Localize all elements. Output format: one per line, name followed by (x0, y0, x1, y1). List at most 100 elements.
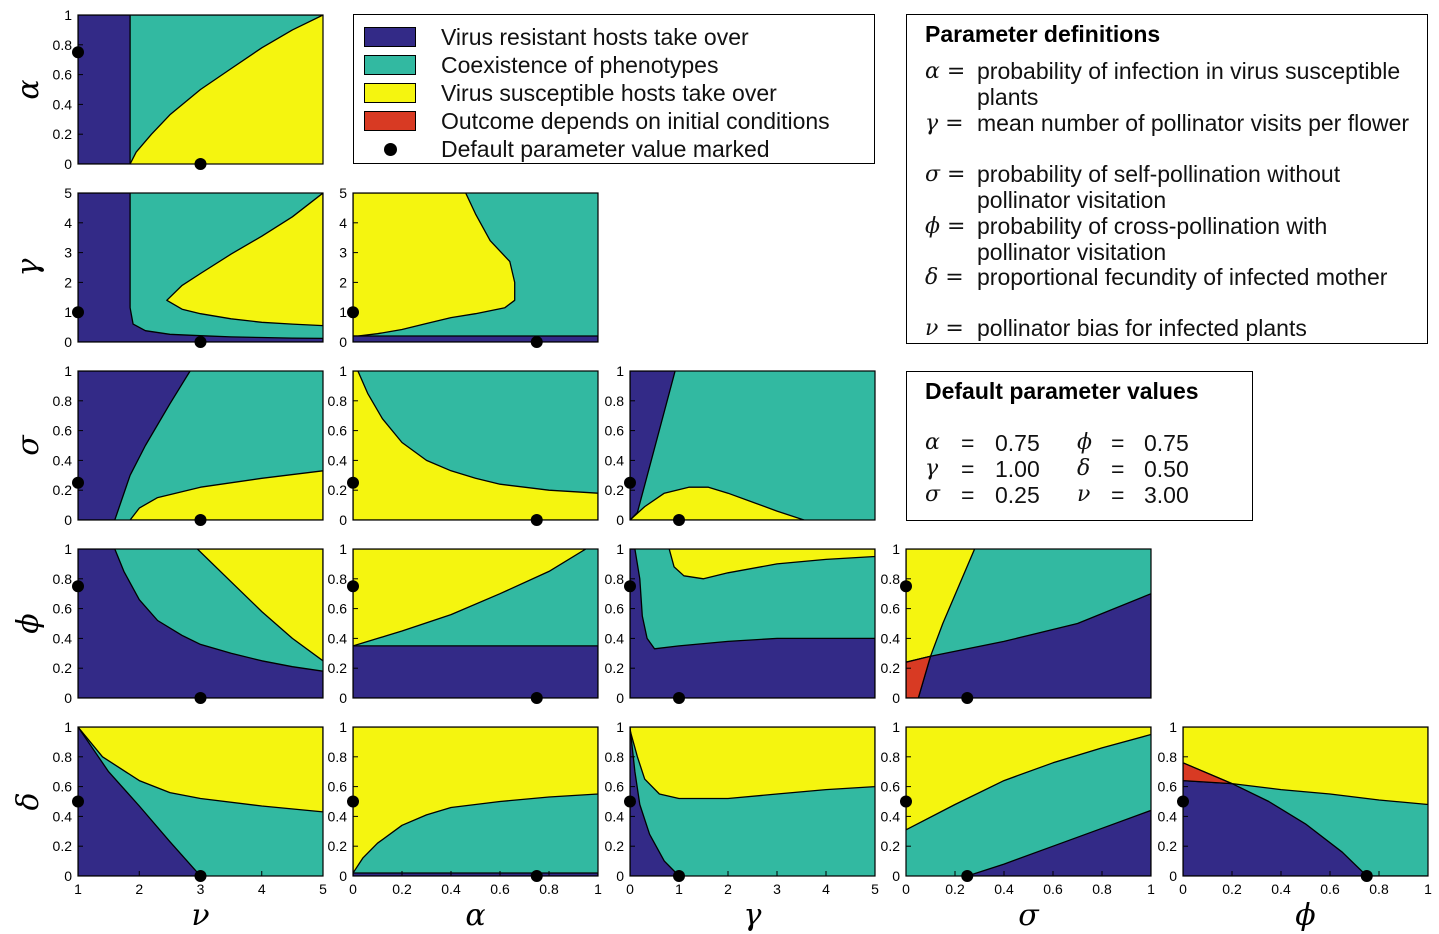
y-axis-label-alpha: α (11, 79, 46, 99)
x-axis-label-phi: ϕ (1295, 898, 1315, 933)
x-tick-label: 0.8 (539, 881, 559, 897)
region-resistant (78, 727, 202, 876)
x-tick-label: 0 (626, 881, 634, 897)
y-tick-label: 0.4 (53, 630, 73, 646)
y-tick-label: 0.8 (328, 571, 348, 587)
default-marker-y (900, 795, 912, 808)
definition-symbol: δ = (925, 265, 964, 290)
panel-delta-vs-gamma: 0 0.2 0.4 0.6 0.8 1 0 1 2 3 4 5 (605, 719, 880, 897)
y-tick-label: 0.6 (605, 601, 625, 617)
default-equals: = (961, 482, 975, 508)
default-marker-x (194, 514, 207, 526)
x-tick-label: 0.6 (1320, 881, 1340, 897)
x-tick-label: 5 (871, 881, 879, 897)
default-symbol: δ (1077, 456, 1091, 481)
default-marker-x (1360, 870, 1373, 882)
y-axis-label-gamma: γ (11, 258, 46, 276)
region-susceptible (630, 486, 805, 520)
outcome-legend: Virus resistant hosts take over Coexiste… (353, 14, 875, 164)
default-values-box: Default parameter values α = 0.75 ϕ = 0.… (906, 371, 1253, 521)
default-marker-x (194, 692, 207, 704)
y-tick-label: 0.6 (328, 601, 348, 617)
y-tick-label: 2 (64, 274, 72, 290)
default-equals: = (1111, 456, 1125, 482)
y-tick-label: 0.2 (605, 482, 625, 498)
y-tick-label: 0.2 (53, 838, 73, 854)
y-tick-label: 0.6 (605, 423, 625, 439)
region-resistant (353, 645, 598, 698)
region-initial (906, 655, 932, 698)
default-equals: = (961, 430, 975, 456)
y-tick-label: 0.8 (605, 749, 625, 765)
panel-phi-vs-nu: 0 0.2 0.4 0.6 0.8 1 (53, 541, 324, 706)
region-susceptible (1183, 727, 1428, 806)
y-tick-label: 0.6 (881, 779, 901, 795)
x-tick-label: 0.6 (490, 881, 510, 897)
y-tick-label: 1 (892, 719, 900, 735)
y-tick-label: 0.4 (881, 630, 901, 646)
default-symbol: σ (925, 482, 941, 507)
y-tick-label: 0 (339, 334, 347, 350)
default-value: 0.75 (1144, 430, 1189, 456)
y-tick-label: 0.4 (53, 808, 73, 824)
definition-symbol: α = (925, 59, 966, 84)
region-susceptible (129, 470, 323, 520)
x-axis-label-alpha: α (465, 898, 485, 933)
region-susceptible (630, 727, 875, 800)
panel-gamma-vs-alpha: 0 1 2 3 4 5 (339, 185, 599, 350)
definition-symbol: ϕ = (925, 214, 966, 239)
panel-phi-vs-sigma: 0 0.2 0.4 0.6 0.8 1 (881, 541, 1152, 706)
y-tick-label: 1 (1169, 719, 1177, 735)
y-tick-label: 1 (64, 541, 72, 557)
y-tick-label: 0.8 (53, 393, 73, 409)
y-tick-label: 0.2 (328, 482, 348, 498)
default-marker-x (673, 514, 685, 526)
y-axis-label-sigma: σ (11, 434, 46, 456)
y-tick-label: 1 (64, 363, 72, 379)
y-tick-label: 1 (892, 541, 900, 557)
region-resistant (78, 15, 131, 164)
default-value: 0.50 (1144, 456, 1189, 482)
y-tick-label: 0 (339, 868, 347, 884)
panel-delta-vs-sigma: 0 0.2 0.4 0.6 0.8 1 0 0.2 0.4 0.6 0.8 1 (881, 719, 1156, 897)
y-tick-label: 0.2 (53, 482, 73, 498)
y-tick-label: 3 (64, 245, 72, 261)
default-marker-x (673, 870, 685, 882)
definition-text: proportional fecundity of infected mothe… (977, 264, 1388, 290)
default-equals: = (961, 456, 975, 482)
y-tick-label: 0.2 (605, 660, 625, 676)
y-tick-label: 0 (892, 690, 900, 706)
x-tick-label: 0.2 (945, 881, 965, 897)
legend-label: Outcome depends on initial conditions (441, 107, 830, 134)
region-susceptible (353, 371, 598, 520)
legend-item-susceptible: Virus susceptible hosts take over (364, 79, 777, 107)
y-tick-label: 5 (339, 185, 347, 201)
y-tick-label: 0.6 (53, 67, 73, 83)
definition-text: pollinator bias for infected plants (977, 315, 1307, 341)
y-tick-label: 0.6 (881, 601, 901, 617)
x-tick-label: 3 (197, 881, 205, 897)
default-symbol: ϕ (1077, 430, 1092, 455)
default-equals: = (1111, 430, 1125, 456)
default-marker-y (624, 795, 636, 808)
y-tick-label: 1 (616, 541, 624, 557)
default-marker-x (194, 158, 207, 170)
default-marker-y (72, 46, 84, 59)
x-tick-label: 0.8 (1369, 881, 1389, 897)
x-axis-label-nu: ν (191, 898, 209, 933)
legend-swatch-susceptible (364, 83, 416, 103)
panel-frame (629, 370, 876, 521)
default-value: 0.25 (995, 482, 1040, 508)
x-tick-label: 0.4 (1271, 881, 1291, 897)
region-susceptible (166, 193, 323, 327)
default-marker-x (194, 870, 207, 882)
y-tick-label: 3 (339, 245, 347, 261)
y-tick-label: 0 (616, 690, 624, 706)
panel-delta-vs-alpha: 0 0.2 0.4 0.6 0.8 1 0 0.2 0.4 0.6 0.8 1 (328, 719, 603, 897)
default-marker-y (624, 580, 636, 593)
y-tick-label: 0.4 (328, 630, 348, 646)
definition-text: probability of self-pollination without … (977, 161, 1341, 213)
y-tick-label: 0.4 (1158, 808, 1178, 824)
definitions-title: Parameter definitions (925, 21, 1161, 47)
